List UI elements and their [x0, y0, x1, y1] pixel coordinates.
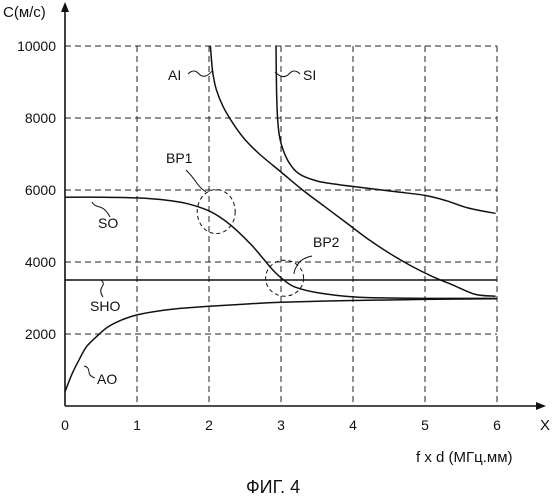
y-tick-label-1: 4000: [25, 254, 56, 270]
series-label-so: SO: [98, 215, 118, 231]
annotations: BP1 BP2: [166, 150, 340, 296]
axes: [61, 2, 546, 410]
series-label-ao: AO: [97, 371, 117, 387]
x-tick-label-3: 3: [277, 417, 285, 433]
grid-lines: [65, 46, 497, 406]
series-leader-ao: [84, 366, 95, 378]
x-tick-label-0: 0: [61, 417, 69, 433]
y-tick-label-0: 2000: [25, 326, 56, 342]
series-label-ai: AI: [168, 67, 181, 83]
y-tick-label-4: 10000: [17, 38, 56, 54]
y-tick-label-3: 8000: [25, 110, 56, 126]
figure-caption: ФИГ. 4: [246, 477, 300, 497]
y-tick-label-2: 6000: [25, 182, 56, 198]
annotation-arrow-bp2: [294, 256, 312, 274]
x-tick-label-1: 1: [133, 417, 141, 433]
series-label-sho: SHO: [90, 298, 120, 314]
x-tick-label-6: 6: [493, 417, 501, 433]
x-tick-label-4: 4: [349, 417, 357, 433]
x-axis-symbol: X: [540, 417, 550, 434]
x-axis-arrow: [536, 402, 546, 410]
annotation-arrow-bp1: [186, 170, 206, 192]
annotation-label-bp2: BP2: [313, 234, 340, 250]
y-axis-title: C(м/с): [3, 4, 46, 21]
x-axis-title: f x d (МГц.мм): [416, 449, 513, 466]
series-leader-sho: [101, 280, 104, 297]
series-leader-si: [275, 71, 300, 77]
series-label-si: SI: [303, 67, 316, 83]
branch-point-circle-bp2: [266, 260, 304, 296]
y-axis-arrow: [61, 2, 69, 12]
annotation-label-bp1: BP1: [166, 150, 193, 166]
x-tick-label-5: 5: [421, 417, 429, 433]
branch-point-circle-bp1: [197, 190, 235, 234]
x-tick-label-2: 2: [205, 417, 213, 433]
